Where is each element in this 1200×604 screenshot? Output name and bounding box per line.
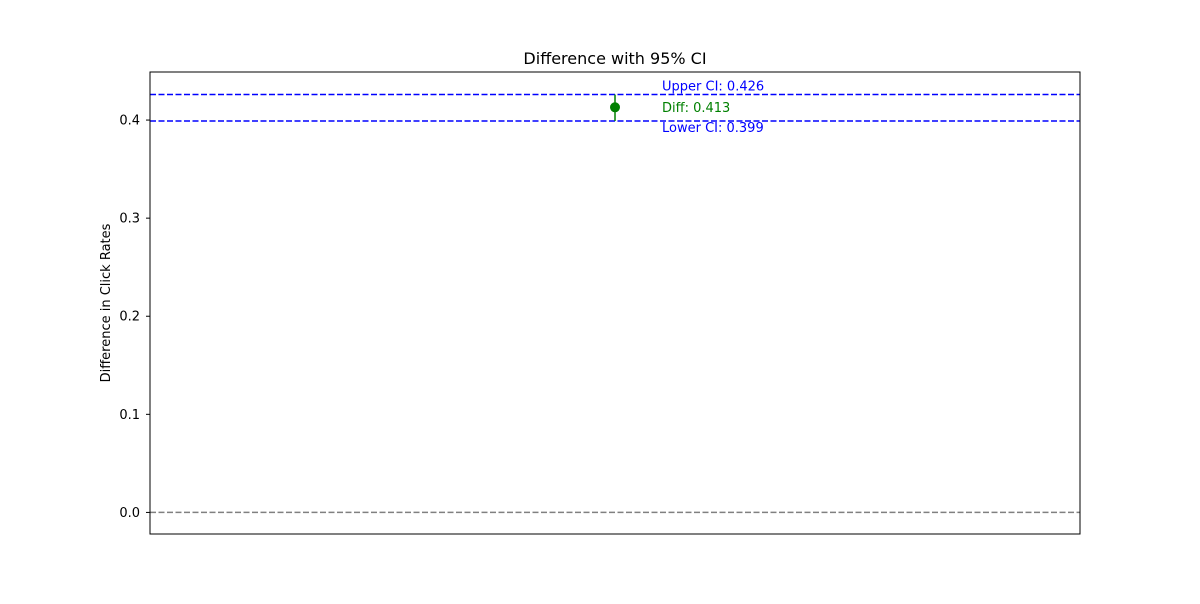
diff-annotation: Diff: 0.413	[662, 101, 730, 116]
y-tick-label: 0.1	[119, 408, 140, 423]
plot-frame	[149, 71, 1081, 535]
plot-area: 0.0 0.1 0.2 0.3 0.4 Upper CI: 0.426 Diff: 0.41…	[119, 71, 1081, 535]
y-tick-label: 0.3	[119, 212, 140, 227]
upper-ci-annotation: Upper CI: 0.426	[662, 80, 764, 95]
y-tick-label: 0.0	[119, 506, 140, 521]
lower-ci-annotation: Lower CI: 0.399	[662, 121, 764, 136]
y-tick-label: 0.2	[119, 310, 140, 325]
y-tick-label: 0.4	[119, 114, 140, 129]
y-axis-label: Difference in Click Rates	[99, 223, 114, 382]
chart-title: Difference with 95% CI	[523, 49, 706, 68]
diff-point	[610, 102, 620, 113]
